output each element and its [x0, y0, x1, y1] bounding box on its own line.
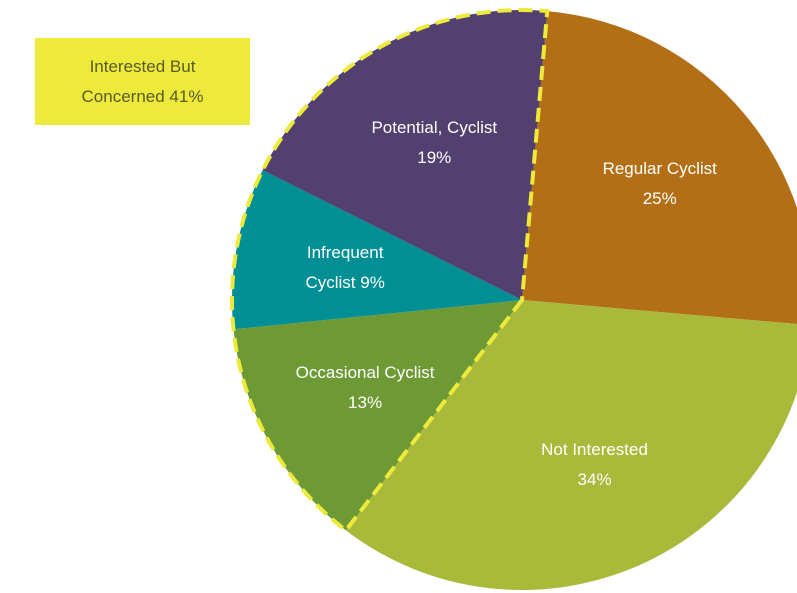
- slice-category: Infrequent Cyclist: [305, 242, 384, 292]
- slice-category: Not Interested: [541, 439, 648, 459]
- group-outline: [230, 8, 550, 534]
- slice-value: 19%: [417, 148, 452, 168]
- slice-label: Occasional Cyclist 13%: [283, 358, 448, 418]
- annotation: Interested But Concerned 41%: [81, 56, 204, 106]
- annotation-box: Interested But Concerned 41%: [35, 38, 250, 125]
- slice-category: Occasional Cyclist: [295, 362, 435, 382]
- slice-label: Not Interested 34%: [525, 435, 665, 495]
- slice-value: 13%: [348, 392, 383, 412]
- slice-label: Potential, Cyclist 19%: [359, 113, 509, 173]
- slice-label: Infrequent Cyclist 9%: [295, 238, 395, 298]
- slice-value: 34%: [577, 469, 612, 489]
- slice-value: 25%: [642, 189, 677, 209]
- pie-slice: [262, 10, 548, 301]
- slice-label: Regular Cyclist 25%: [590, 154, 730, 214]
- pie-slice: [232, 170, 522, 330]
- slice-category: Regular Cyclist: [602, 159, 717, 179]
- slice-value: 9%: [360, 272, 385, 292]
- pie-slice: [345, 300, 797, 590]
- pie-slice: [522, 11, 797, 325]
- slice-category: Potential, Cyclist: [371, 118, 498, 138]
- pie-slice: [233, 300, 522, 531]
